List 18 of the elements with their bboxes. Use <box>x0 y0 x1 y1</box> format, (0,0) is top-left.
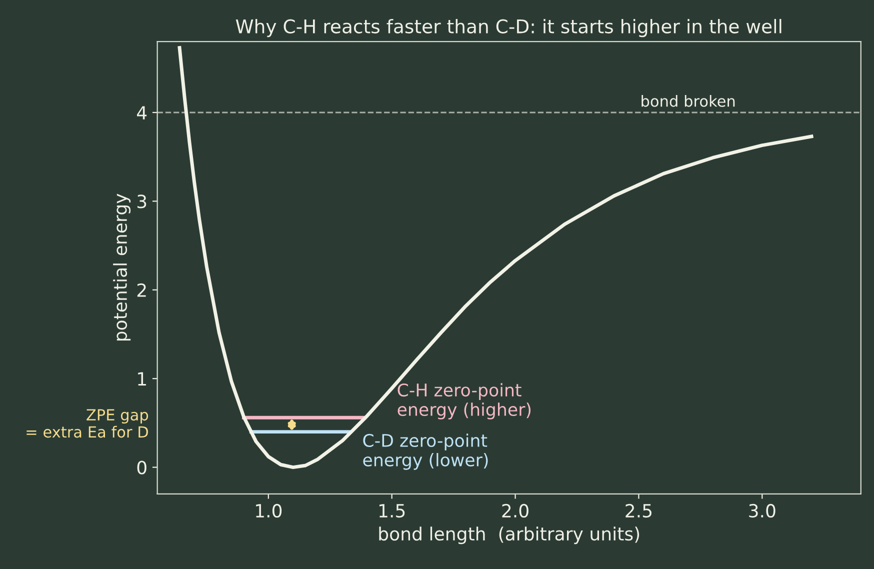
x-tick-label: 1.0 <box>256 504 282 518</box>
y-tick-label: 2 <box>137 283 146 297</box>
chart-title: Why C-H reacts faster than C-D: it starts higher in the well <box>236 18 782 38</box>
ref-line-label: bond broken <box>642 95 735 107</box>
text: ZPE gap = extra Ea for D <box>26 409 148 438</box>
x-tick-label: 3.0 <box>749 504 776 518</box>
y-axis-title: potential energy <box>113 194 131 341</box>
y-tick-label: 1 <box>138 372 146 386</box>
y-tick-label: 3 <box>137 194 146 208</box>
series-label: C-H zero-point energy (higher) <box>398 383 531 420</box>
y-tick-label: 4 <box>136 106 147 120</box>
y-tick-label: 0 <box>137 460 146 474</box>
x-tick-label: 2.5 <box>626 504 652 518</box>
x-axis-title: bond length (arbitrary units) <box>379 526 640 544</box>
line-series <box>178 46 814 470</box>
series-label: C-D zero-point energy (lower) <box>363 434 488 470</box>
x-tick-label: 2.0 <box>502 504 528 518</box>
x-tick-label: 1.5 <box>379 504 405 518</box>
